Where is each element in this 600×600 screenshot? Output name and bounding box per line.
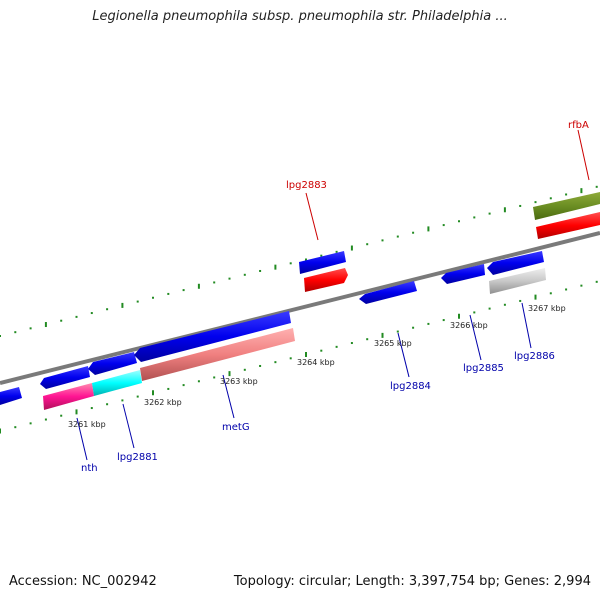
connector-lpg2881: [122, 403, 135, 449]
gene-rfbA-arrow[interactable]: [536, 212, 600, 239]
kbp-label-3261: 3261 kbp: [68, 420, 106, 429]
gene-lpg2883-upper-arrow[interactable]: [299, 251, 346, 274]
label-connectors: [76, 129, 590, 461]
reverse-strand-genes: [0, 251, 546, 410]
outer-tick-ruler: [0, 185, 598, 337]
gene-lpg2881-arrow[interactable]: [88, 352, 137, 375]
kbp-label-3265: 3265 kbp: [374, 339, 412, 348]
gene-lpg2881-band[interactable]: [92, 370, 142, 396]
gene-nth-band[interactable]: [43, 383, 94, 410]
kbp-label-3264: 3264 kbp: [297, 358, 335, 367]
kbp-label-3266: 3266 kbp: [450, 321, 488, 330]
inner-tick-ruler: [0, 280, 598, 434]
gene-label-rfbA[interactable]: rfbA: [568, 120, 589, 131]
connector-lpg2884: [397, 332, 410, 378]
gene-label-lpg2881[interactable]: lpg2881: [117, 452, 158, 463]
accession-text: Accession: NC_002942: [9, 574, 157, 589]
gene-olive-arrow[interactable]: [533, 192, 600, 220]
connector-lpg2885: [469, 314, 482, 361]
gene-label-lpg2886[interactable]: lpg2886: [514, 351, 555, 362]
gene-nth-arrow[interactable]: [40, 366, 90, 389]
gene-lpg2885-arrow[interactable]: [441, 264, 485, 284]
gene-label-nth[interactable]: nth: [81, 463, 98, 474]
kbp-label-3262: 3262 kbp: [144, 398, 182, 407]
backbone-line: [0, 231, 600, 385]
connector-lpg2886: [521, 302, 532, 349]
gene-label-lpg2884[interactable]: lpg2884: [390, 381, 431, 392]
gene-metG-arrow[interactable]: [134, 311, 291, 362]
gene-label-lpg2885[interactable]: lpg2885: [463, 363, 504, 374]
gene-label-lpg2883[interactable]: lpg2883: [286, 180, 327, 191]
gene-lpg2886-band[interactable]: [489, 268, 546, 294]
kbp-label-3267: 3267 kbp: [528, 304, 566, 313]
connector-metG: [222, 374, 235, 419]
connector-lpg2883: [305, 192, 319, 241]
gene-lpg2886-arrow[interactable]: [487, 251, 544, 275]
kbp-label-3263: 3263 kbp: [220, 377, 258, 386]
connector-nth: [76, 417, 88, 461]
topology-text: Topology: circular; Length: 3,397,754 bp…: [233, 574, 591, 589]
gene-lpg2883-arrow[interactable]: [304, 268, 348, 292]
gene-label-metG[interactable]: metG: [222, 422, 250, 433]
genome-title: Legionella pneumophila subsp. pneumophil…: [92, 9, 508, 24]
connector-rfbA: [577, 129, 590, 181]
gene-metG-band[interactable]: [140, 328, 295, 381]
gene-lpg2884-arrow[interactable]: [359, 281, 417, 304]
gene-left-edge-arrow[interactable]: [0, 387, 22, 405]
forward-strand-genes: [304, 192, 600, 292]
